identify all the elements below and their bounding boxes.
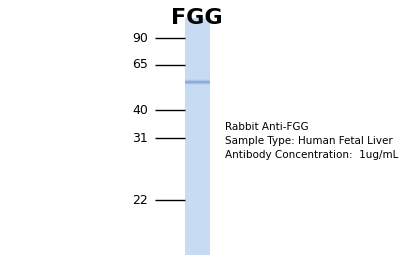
Text: 22: 22: [132, 194, 148, 206]
Text: Sample Type: Human Fetal Liver: Sample Type: Human Fetal Liver: [225, 136, 393, 146]
Bar: [185, 18, 210, 255]
Text: 90: 90: [132, 32, 148, 45]
Text: 65: 65: [132, 58, 148, 72]
Text: Rabbit Anti-FGG: Rabbit Anti-FGG: [225, 122, 309, 132]
Text: FGG: FGG: [171, 8, 223, 28]
Text: Antibody Concentration:  1ug/mL: Antibody Concentration: 1ug/mL: [225, 150, 398, 160]
Text: 40: 40: [132, 104, 148, 116]
Text: 31: 31: [132, 132, 148, 144]
